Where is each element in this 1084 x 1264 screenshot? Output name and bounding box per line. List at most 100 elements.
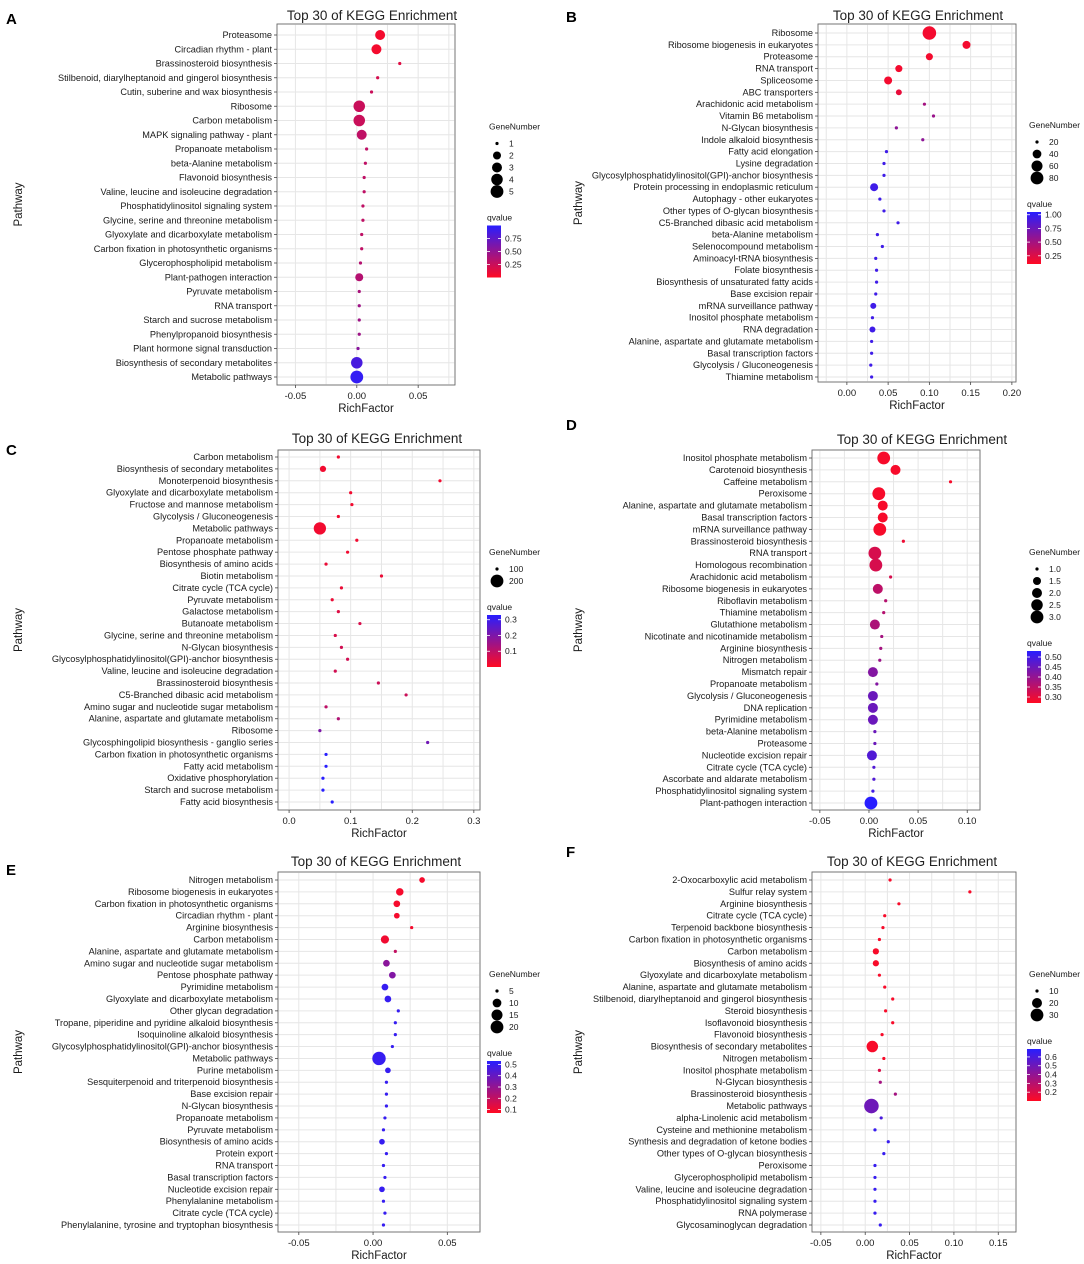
pathway-label: Tropane, piperidine and pyridine alkaloi… [55, 1018, 274, 1028]
color-legend-title: qvalue [1027, 638, 1052, 648]
size-legend-label: 15 [509, 1010, 519, 1020]
color-legend-bar [1027, 651, 1041, 703]
size-legend-label: 30 [1049, 1010, 1059, 1020]
data-point [868, 546, 882, 560]
size-legend-symbol [495, 141, 499, 146]
size-legend-label: 2.0 [1049, 588, 1061, 598]
data-point [884, 150, 889, 154]
data-point [363, 161, 367, 165]
pathway-label: Proteasome [763, 52, 813, 62]
panel-f: F Top 30 of KEGG Enrichment 2-Oxocarboxyli… [566, 844, 1080, 1262]
data-point [393, 900, 401, 908]
pathway-label: alpha-Linolenic acid metabolism [676, 1113, 807, 1123]
data-point [345, 550, 350, 554]
pathway-label: Homologous recombination [695, 560, 807, 570]
data-point [878, 658, 882, 662]
pathway-label: Alanine, aspartate and glutamate metabol… [623, 982, 808, 992]
data-point [948, 480, 953, 484]
data-point [877, 937, 882, 942]
x-tick-label: 0.0 [282, 816, 295, 827]
data-point [882, 1152, 886, 1156]
pathway-label: Carbon metabolism [192, 116, 272, 126]
pathway-label: Synthesis and degradation of ketone bodi… [628, 1137, 807, 1147]
data-point [872, 487, 886, 501]
plot-frame [811, 871, 1017, 1233]
pathway-label: Ribosome [772, 28, 813, 38]
pathway-label: Pyruvate metabolism [187, 595, 273, 605]
pathway-label: Metabolic pathways [192, 523, 273, 533]
data-point [864, 796, 878, 810]
data-point [336, 610, 340, 614]
pathway-label: Pentose phosphate pathway [157, 547, 273, 557]
data-point [379, 1138, 385, 1145]
data-point [339, 586, 344, 590]
color-legend-title: qvalue [1027, 1036, 1052, 1046]
x-axis-title: RichFactor [338, 403, 394, 415]
data-point [356, 129, 367, 140]
pathway-label: Basal transcription factors [707, 348, 813, 358]
data-point [381, 983, 389, 991]
pathway-label: Carbon fixation in photosynthetic organi… [95, 899, 274, 909]
data-point [873, 1211, 877, 1215]
pathway-label: Nitrogen metabolism [189, 875, 274, 885]
x-tick-label: 0.20 [1003, 388, 1022, 399]
data-point [356, 346, 360, 351]
pathway-label: Fatty acid metabolism [184, 761, 274, 771]
panel-c: C Top 30 of KEGG Enrichment Carbon metabol… [6, 431, 540, 840]
data-point [893, 1092, 897, 1096]
pathway-label: Glycolysis / Gluconeogenesis [687, 691, 807, 701]
data-point [333, 669, 337, 673]
data-point [922, 102, 927, 106]
panel-b: B Top 30 of KEGG Enrichment Ribosome Riboso… [566, 8, 1080, 412]
pathway-label: Propanoate metabolism [176, 1113, 273, 1123]
pathway-label: Butanoate metabolism [182, 619, 274, 629]
data-point [330, 598, 334, 602]
pathway-label: Nucleotide excision repair [168, 1184, 273, 1194]
data-point [882, 161, 886, 166]
x-tick-label: 0.10 [920, 388, 939, 399]
pathway-label: Amino sugar and nucleotide sugar metabol… [84, 958, 273, 968]
data-point [381, 1163, 386, 1168]
pathway-label: Brassinosteroid biosynthesis [157, 678, 274, 688]
pathway-label: Flavonoid biosynthesis [714, 1030, 807, 1040]
plot-frame [277, 871, 481, 1233]
color-legend-bar [1027, 212, 1041, 264]
data-point [438, 479, 442, 483]
pathway-label: Phenylpropanoid biosynthesis [150, 329, 272, 339]
data-point [350, 502, 354, 507]
data-point [357, 289, 361, 294]
chart-title: Top 30 of KEGG Enrichment [287, 8, 458, 23]
color-legend-label: 0.30 [1045, 692, 1062, 702]
data-point [891, 1021, 895, 1025]
data-point [922, 26, 937, 40]
size-legend-label: 10 [509, 998, 519, 1008]
pathway-label: Arachidonic acid metabolism [690, 572, 807, 582]
pathway-label: Brassinosteroid biosynthesis [691, 1089, 808, 1099]
pathway-label: Flavonoid biosynthesis [179, 173, 272, 183]
pathway-label: Selenocompound metabolism [692, 242, 813, 252]
size-legend-label: 1.0 [1049, 564, 1061, 574]
data-point [381, 1199, 386, 1203]
pathway-label: Aminoacyl-tRNA biosynthesis [693, 253, 813, 263]
pathway-label: Glycosylphosphatidylinositol(GPI)-anchor… [592, 170, 814, 180]
x-tick-label: 0.15 [989, 1238, 1008, 1249]
pathway-label: Phosphatidylinositol signaling system [655, 1196, 807, 1206]
pathway-label: Citrate cycle (TCA cycle) [706, 911, 807, 921]
x-axis-title: RichFactor [868, 828, 924, 840]
data-point [867, 702, 878, 713]
size-legend-symbol [1030, 1008, 1044, 1022]
data-point [384, 995, 392, 1003]
data-point [870, 183, 879, 192]
size-legend-label: 5 [509, 187, 514, 197]
size-legend-symbol [490, 574, 504, 588]
data-point [355, 538, 359, 542]
pathway-label: Arachidonic acid metabolism [696, 99, 813, 109]
pathway-label: C5-Branched dibasic acid metabolism [659, 218, 814, 228]
chart-title: Top 30 of KEGG Enrichment [827, 854, 998, 869]
data-point [869, 363, 873, 367]
color-legend-label: 0.45 [1045, 662, 1062, 672]
pathway-label: Stilbenoid, diarylheptanoid and gingerol… [593, 994, 807, 1004]
pathway-label: Thiamine metabolism [720, 608, 808, 618]
pathway-label: Oxidative phosphorylation [167, 773, 273, 783]
data-point [336, 717, 340, 721]
